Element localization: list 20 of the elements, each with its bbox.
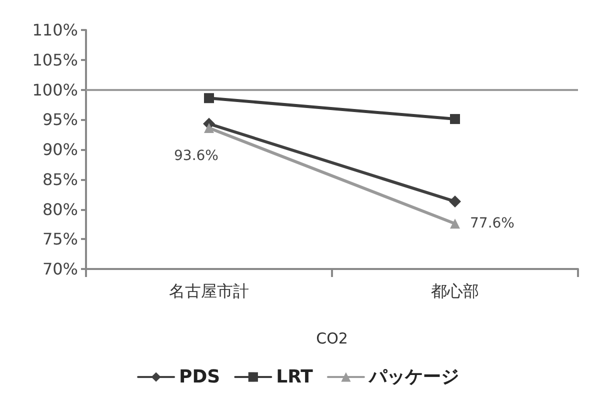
y-tick-label: 85% — [42, 170, 78, 189]
legend-label: PDS — [179, 366, 220, 388]
y-tick-label: 90% — [42, 140, 78, 159]
y-tick-label: 80% — [42, 200, 78, 219]
data-label: 77.6% — [470, 216, 514, 232]
legend-label: パッケージ — [368, 366, 459, 388]
y-tick-label: 105% — [32, 50, 78, 70]
y-tick-label: 75% — [42, 230, 78, 249]
x-tick-label: 都心部 — [431, 282, 479, 300]
data-label: 93.6% — [174, 148, 218, 164]
y-tick-label: 110% — [32, 20, 78, 40]
y-tick-label: 100% — [32, 80, 78, 100]
point — [450, 114, 460, 124]
y-tick-label: 70% — [42, 260, 78, 278]
x-axis-title: CO2 — [316, 330, 348, 348]
point — [449, 195, 461, 208]
legend-label: LRT — [276, 366, 314, 388]
x-tick-label: 名古屋市計 — [169, 282, 249, 300]
point — [204, 93, 214, 104]
y-tick-label: 95% — [42, 110, 78, 130]
